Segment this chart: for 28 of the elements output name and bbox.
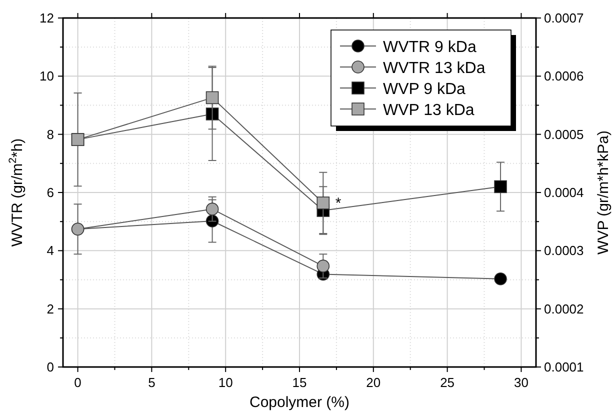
legend-label: WVP 9 kDa [383, 81, 466, 98]
legend-label: WVP 13 kDa [383, 102, 474, 119]
y-tick-label: 10 [40, 68, 54, 84]
y-tick-label: 6 [46, 185, 54, 200]
y-tick-label: 2 [46, 301, 54, 316]
y-tick-label: 4 [46, 243, 54, 258]
y2-tick-label: 0.0005 [544, 126, 584, 142]
y2-tick-label: 0.0006 [544, 68, 584, 84]
x-tick-label: 25 [440, 375, 455, 390]
x-tick-label: 30 [514, 375, 528, 390]
x-tick-label: 20 [366, 375, 381, 390]
y2-tick-label: 0.0003 [544, 243, 584, 258]
y2-tick-label: 0.0002 [544, 301, 584, 316]
y2-axis-title: WVP (gr/m*h*kPa) [595, 130, 612, 254]
x-tick-label: 0 [74, 375, 82, 390]
y-tick-label: 8 [46, 126, 54, 142]
legend-label: WVTR 13 kDa [383, 60, 486, 77]
x-tick-label: 10 [218, 375, 233, 390]
y2-tick-label: 0.0001 [544, 360, 584, 374]
x-tick-label: 15 [292, 375, 307, 390]
y-tick-label: 12 [40, 10, 54, 26]
annotation: * [335, 195, 342, 212]
x-axis-title: Copolymer (%) [249, 394, 350, 411]
x-tick-label: 5 [148, 375, 156, 390]
y-tick-label: 0 [46, 360, 54, 374]
y2-tick-label: 0.0007 [544, 10, 584, 26]
legend-label: WVTR 9 kDa [383, 39, 476, 56]
y2-tick-label: 0.0004 [544, 185, 584, 200]
